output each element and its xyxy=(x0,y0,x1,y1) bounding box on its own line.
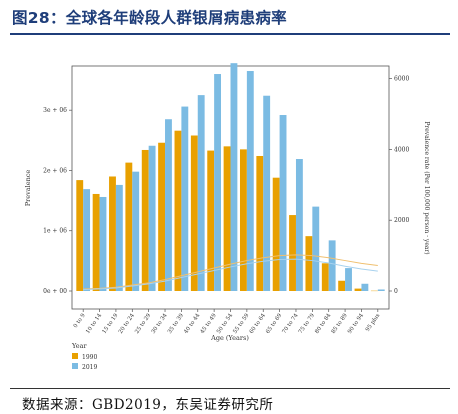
rate-line-1990 xyxy=(83,254,378,290)
bar-2019-16 xyxy=(328,240,336,291)
y2-tick-label: 0 xyxy=(394,288,398,295)
y2-tick-label: 2000 xyxy=(394,217,409,224)
bar-2019-5 xyxy=(148,145,156,291)
legend: Year 1990 2019 xyxy=(71,342,97,371)
bar-1990-18 xyxy=(354,288,362,291)
bar-2019-4 xyxy=(132,171,140,291)
bar-2019-10 xyxy=(230,63,238,292)
bar-2019-7 xyxy=(181,106,189,291)
bar-1990-6 xyxy=(158,142,166,291)
y2-tick-label: 6000 xyxy=(394,76,409,83)
legend-title: Year xyxy=(71,342,87,350)
bar-1990-12 xyxy=(256,155,264,291)
y2-axis: 0 2000 4000 6000 xyxy=(389,76,409,295)
y2-tick-label: 4000 xyxy=(394,146,409,153)
legend-swatch-2019 xyxy=(72,363,78,369)
bar-2019-6 xyxy=(165,119,172,291)
bar-2019-18 xyxy=(361,283,369,291)
prevalence-chart: 0e + 00 1e + 06 2e + 06 3e + 06 0 2000 4000 60… xyxy=(24,63,430,371)
bar-1990-17 xyxy=(338,280,346,291)
bar-1990-15 xyxy=(305,236,313,291)
bar-2019-19 xyxy=(377,289,385,291)
rate-lines-group xyxy=(83,254,378,291)
y-tick-label: 1e + 06 xyxy=(43,228,67,235)
bar-1990-8 xyxy=(190,135,198,291)
bar-1990-10 xyxy=(223,146,231,291)
bar-2019-9 xyxy=(214,74,221,291)
legend-swatch-1990 xyxy=(72,353,78,359)
bar-1990-14 xyxy=(289,215,296,291)
bar-1990-11 xyxy=(239,149,247,291)
bar-2019-8 xyxy=(197,95,205,291)
y-tick-label: 2e + 06 xyxy=(43,167,67,174)
bars-group xyxy=(76,63,385,292)
y-axis: 0e + 00 1e + 06 2e + 06 3e + 06 xyxy=(43,107,72,295)
bar-2019-15 xyxy=(312,206,320,291)
bar-2019-14 xyxy=(295,159,303,291)
bar-2019-11 xyxy=(246,71,254,291)
figure-title: 图28：全球各年龄段人群银屑病患病率 xyxy=(12,9,287,27)
bar-2019-17 xyxy=(345,268,352,291)
bar-2019-1 xyxy=(83,189,91,291)
bar-1990-7 xyxy=(174,130,182,291)
y-axis-label: Prevalence xyxy=(24,170,32,207)
bar-2019-2 xyxy=(99,196,107,291)
bar-1990-16 xyxy=(321,263,329,291)
bar-1990-2 xyxy=(92,193,100,291)
y-tick-label: 0e + 00 xyxy=(43,288,67,295)
bar-1990-13 xyxy=(272,177,280,291)
source-rule xyxy=(10,388,450,389)
bar-2019-13 xyxy=(279,115,287,291)
bar-2019-3 xyxy=(115,184,123,291)
y-tick-label: 3e + 06 xyxy=(43,107,67,114)
title-rule xyxy=(10,33,450,35)
bar-1990-9 xyxy=(207,150,215,291)
bar-1990-4 xyxy=(125,162,133,291)
rate-line-2019 xyxy=(83,258,378,291)
bar-1990-5 xyxy=(141,149,149,291)
bar-1990-3 xyxy=(109,176,116,291)
x-tick-label: 90 to 94 xyxy=(347,312,365,335)
x-axis-label: Age (Years) xyxy=(210,334,249,342)
legend-label-2019: 2019 xyxy=(82,364,97,371)
bar-2019-12 xyxy=(263,95,271,291)
x-tick-label: 95 plus xyxy=(365,313,382,333)
source-note: 数据来源：GBD2019，东吴证券研究所 xyxy=(22,397,274,413)
legend-label-1990: 1990 xyxy=(82,354,97,361)
x-tick-label: 0 to 9 xyxy=(73,312,87,329)
bar-1990-1 xyxy=(76,180,84,291)
y2-axis-label: Prevalence rate (Per 100,000 person · ye… xyxy=(423,121,430,254)
